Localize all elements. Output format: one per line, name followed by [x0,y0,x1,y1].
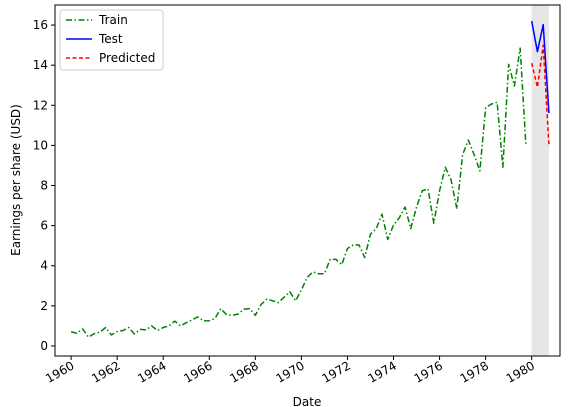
y-axis-label: Earnings per share (USD) [9,104,23,256]
y-tick-label: 14 [33,58,48,72]
y-tick-label: 0 [40,339,48,353]
legend: Train Test Predicted [59,9,164,71]
plot-frame [54,4,561,357]
x-axis-label: Date [293,395,322,407]
y-tick-label: 4 [40,259,48,273]
y-tick-label: 2 [40,299,48,313]
y-tick-label: 10 [33,138,48,152]
legend-label-train: Train [98,13,128,27]
series-line-train [70,47,527,338]
y-axis: 0 2 4 6 8 10 12 14 16 [33,18,55,353]
y-tick-label: 6 [40,219,48,233]
test-period-shading [531,5,549,356]
legend-label-test: Test [98,32,123,46]
series-line-predicted [530,44,550,146]
series-line-test [530,20,550,114]
series-layer [70,20,550,338]
legend-box [59,9,164,71]
x-axis: 1960 1962 1964 1966 1968 1970 1972 1974 1976 1978… [43,356,537,386]
y-tick-label: 12 [33,98,48,112]
legend-label-predicted: Predicted [99,51,155,65]
y-tick-label: 16 [33,18,48,32]
y-tick-label: 8 [40,179,48,193]
